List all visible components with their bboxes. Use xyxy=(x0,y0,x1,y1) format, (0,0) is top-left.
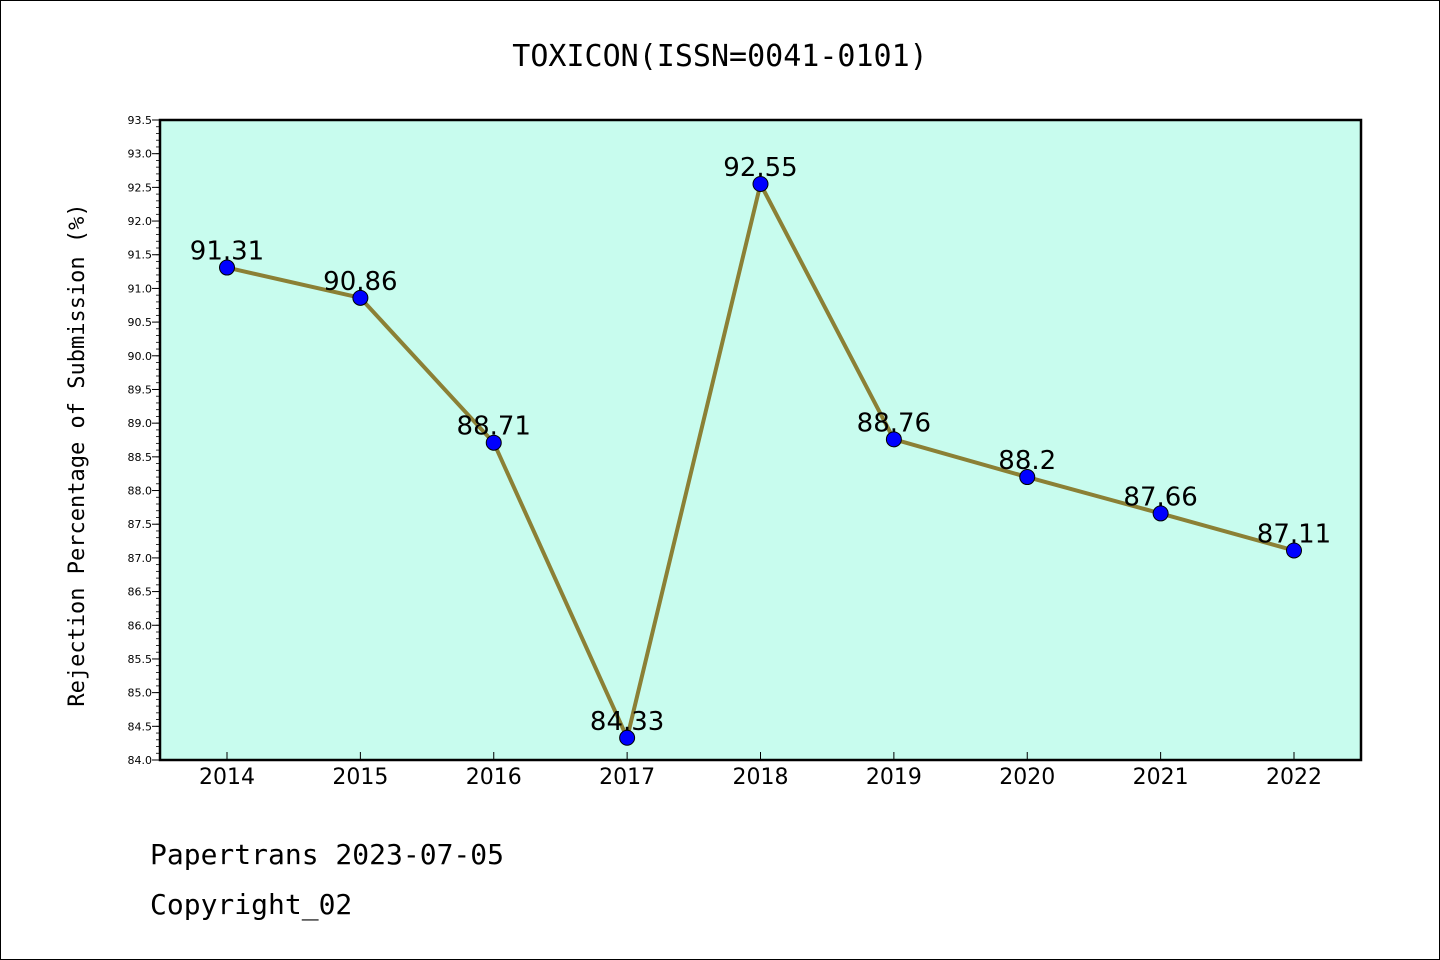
data-point xyxy=(1286,542,1302,559)
y-tick-label: 86.5 xyxy=(128,586,153,599)
y-tick-label: 92.0 xyxy=(128,215,153,228)
x-tick-label: 2014 xyxy=(199,765,255,790)
y-axis: 84.0 84.5 85.0 85.5 86.0 86.5 87.0 87.5 88.0 88.5… xyxy=(128,114,160,767)
data-label: 90.86 xyxy=(323,267,397,297)
x-tick-label: 2015 xyxy=(332,765,388,790)
data-label: 88.71 xyxy=(457,412,531,442)
plot-area xyxy=(160,120,1361,760)
y-tick-label: 90.0 xyxy=(128,350,153,363)
data-label: 87.11 xyxy=(1257,519,1331,549)
y-tick-label: 92.5 xyxy=(128,181,153,194)
data-point xyxy=(885,431,902,448)
data-label: 91.31 xyxy=(190,237,264,267)
y-tick-label: 88.5 xyxy=(128,451,153,464)
x-tick-label: 2018 xyxy=(733,765,789,790)
y-tick-label: 86.0 xyxy=(128,619,153,632)
series-line xyxy=(219,176,1302,746)
data-label: 87.66 xyxy=(1123,482,1197,512)
data-point xyxy=(352,289,369,306)
x-tick-label: 2021 xyxy=(1133,765,1189,790)
data-point xyxy=(219,259,235,276)
y-axis-label: Rejection Percentage of Submission (%) xyxy=(65,203,90,706)
x-tick-label: 2019 xyxy=(866,765,922,790)
data-point xyxy=(1019,469,1036,486)
data-label: 88.76 xyxy=(857,408,931,438)
data-point xyxy=(619,729,636,746)
y-tick-label: 91.0 xyxy=(128,282,153,295)
y-tick-label: 84.5 xyxy=(128,720,153,733)
y-tick-label: 93.0 xyxy=(128,148,153,161)
y-tick-label: 89.5 xyxy=(128,383,153,396)
y-tick-label: 84.0 xyxy=(128,754,153,767)
data-label: 84.33 xyxy=(590,707,664,737)
x-axis: 2014 2015 2016 2017 2018 2019 2020 2021 2022 xyxy=(199,752,1322,790)
y-tick-label: 87.0 xyxy=(128,552,153,565)
data-label: 88.2 xyxy=(998,446,1056,476)
x-tick-label: 2017 xyxy=(599,765,655,790)
y-tick-label: 85.5 xyxy=(128,653,153,666)
data-labels: 91.31 90.86 88.71 84.33 92.55 88.76 88.2 87.66 8… xyxy=(190,153,1331,737)
data-label: 92.55 xyxy=(723,153,797,183)
footer-date: Papertrans 2023-07-05 xyxy=(150,838,504,871)
y-tick-label: 87.5 xyxy=(128,518,153,531)
x-tick-label: 2016 xyxy=(466,765,522,790)
data-point xyxy=(752,176,769,192)
chart-title: TOXICON(ISSN=0041-0101) xyxy=(512,39,927,74)
footer-copyright: Copyright_02 xyxy=(150,888,352,922)
y-tick-label: 89.0 xyxy=(128,417,153,430)
y-tick-label: 85.0 xyxy=(128,687,153,700)
y-tick-label: 91.5 xyxy=(128,249,153,262)
y-tick-label: 93.5 xyxy=(128,114,153,127)
x-tick-label: 2020 xyxy=(999,765,1055,790)
y-tick-label: 88.0 xyxy=(128,485,153,498)
data-point xyxy=(1152,505,1169,522)
data-point xyxy=(485,434,502,451)
x-tick-label: 2022 xyxy=(1266,765,1322,790)
plot-border xyxy=(158,118,1363,762)
y-tick-label: 90.5 xyxy=(128,316,153,329)
